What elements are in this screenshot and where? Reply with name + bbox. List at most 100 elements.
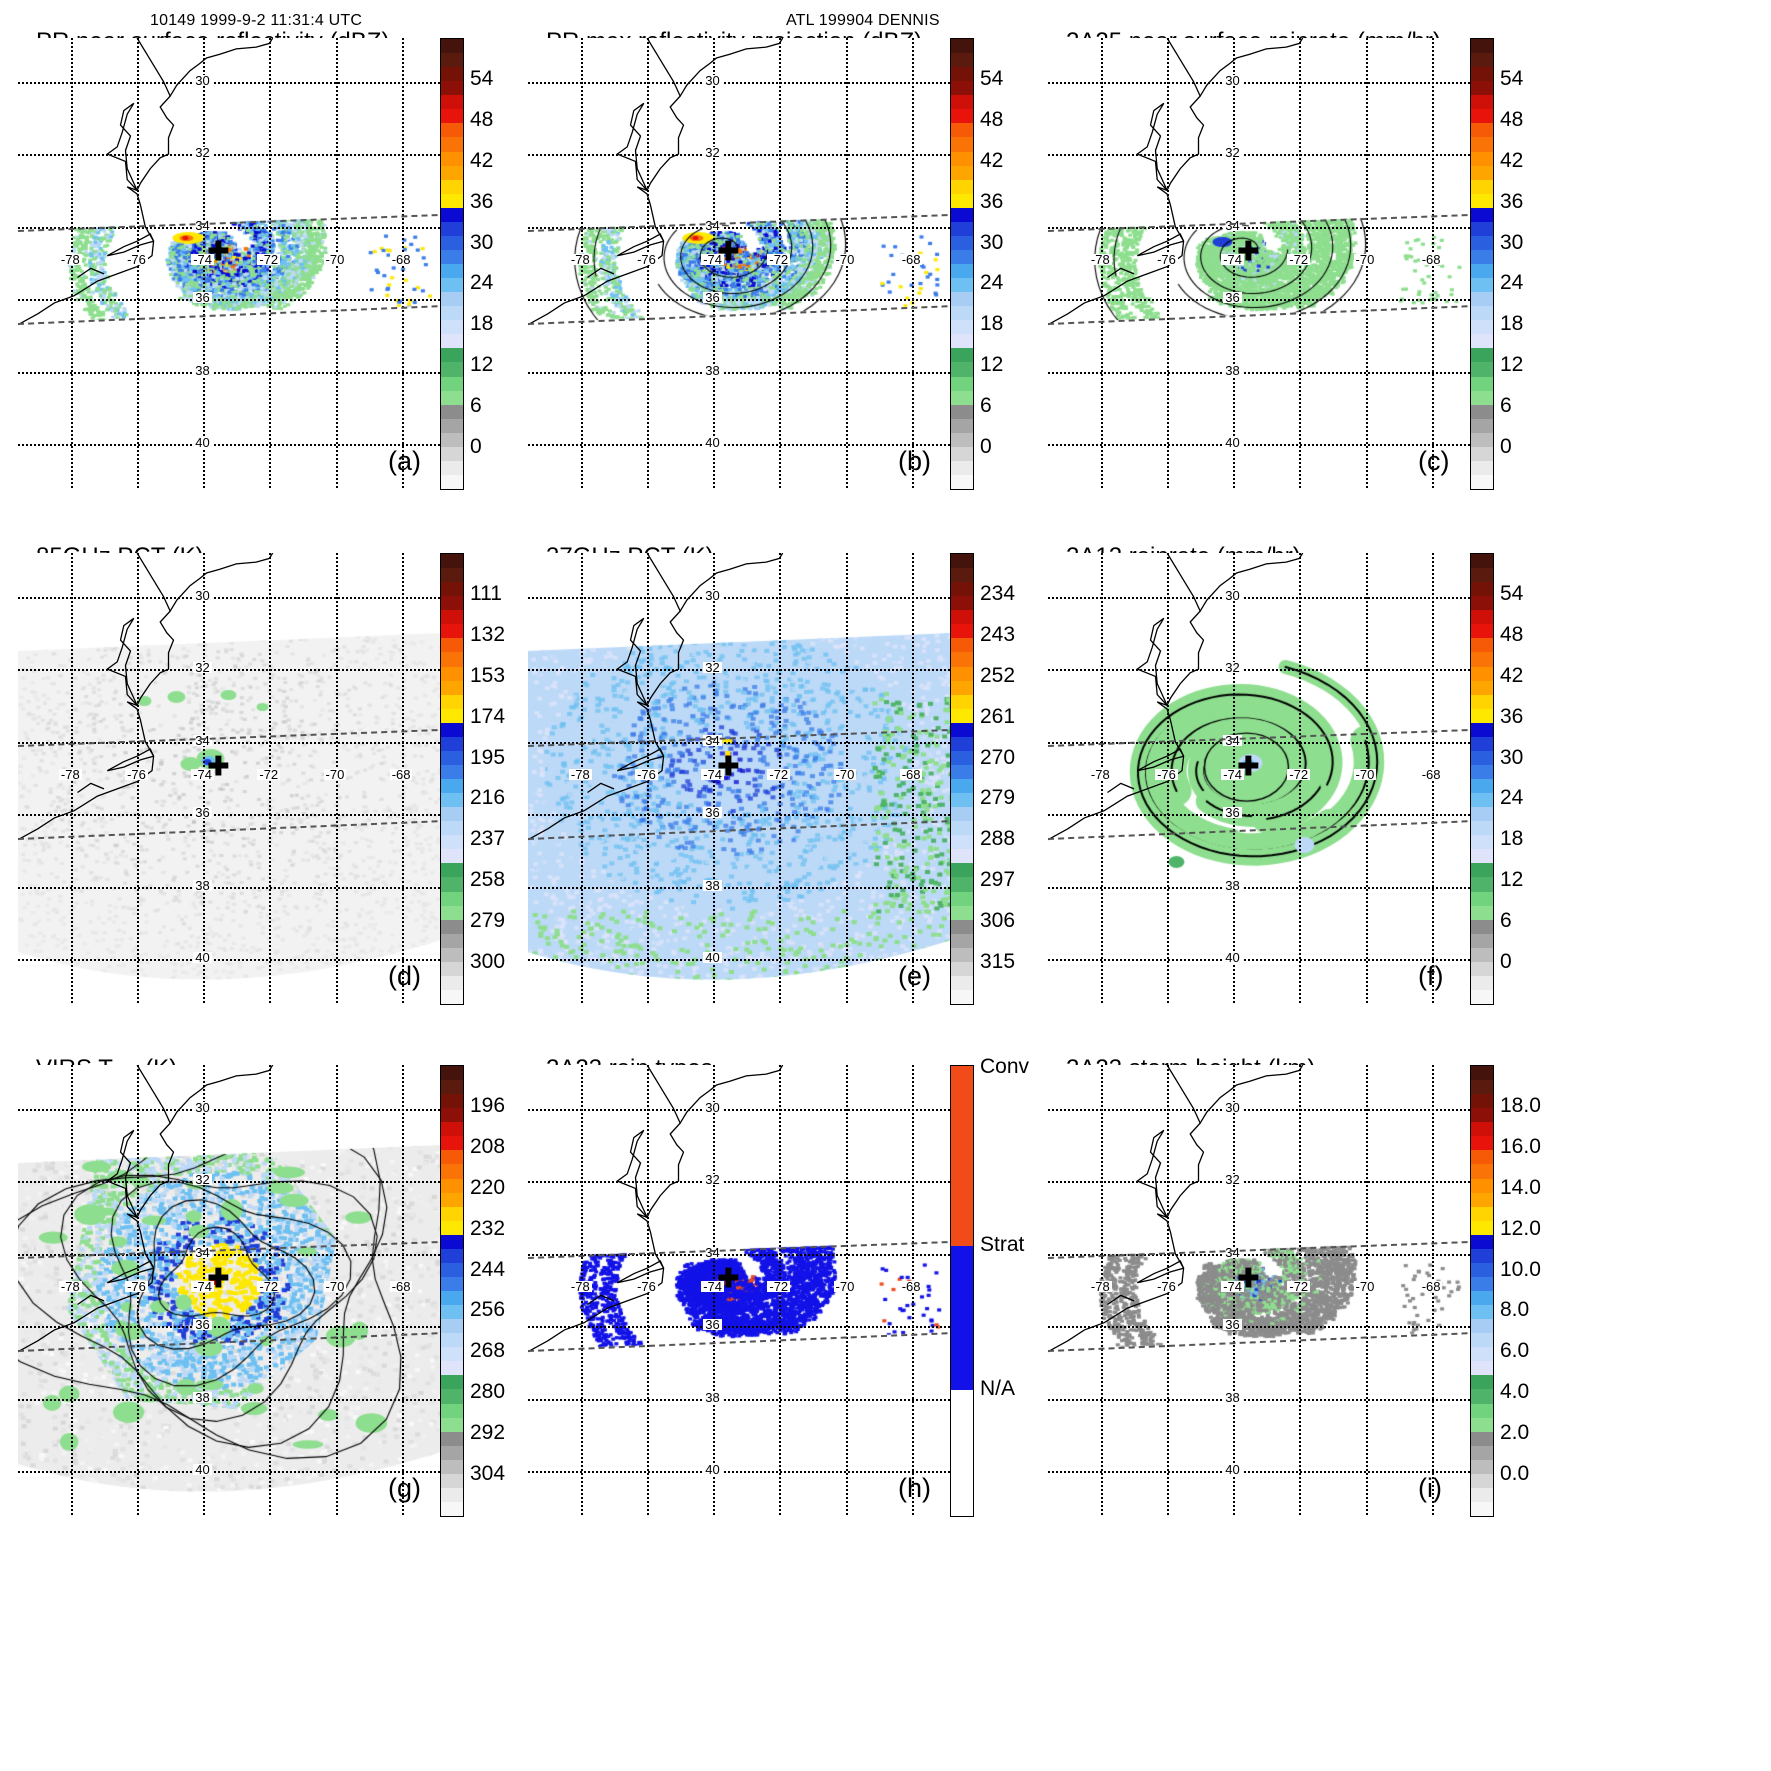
colorbar-segment — [1471, 821, 1493, 836]
colorbar-ticks-f: 54 48 42 36 30 24 18 12 6 0 — [1470, 553, 1523, 1003]
colorbar-segment — [1471, 891, 1493, 906]
map-canvas-c: 40 38 36 34 32 30 -78 -76 -74 -72 -70 -68 ✚ — [1048, 38, 1478, 488]
colorbar-tick-label: 256 — [470, 1298, 506, 1322]
colorbar-segment — [1471, 708, 1493, 723]
colorbar-segment — [1471, 165, 1493, 180]
lat-tick-label-30: 40 — [1223, 435, 1242, 451]
lat-tick-label-38: 32 — [193, 660, 212, 676]
colorbar-segment — [441, 582, 463, 597]
colorbar-segment — [441, 179, 463, 194]
colorbar-tick-label: 54 — [980, 66, 1004, 90]
colorbar-tick-label: 0.0 — [1500, 1462, 1530, 1486]
gridline-lat-38 — [1048, 669, 1478, 672]
colorbar-segment — [1471, 109, 1493, 124]
colorbar-segment — [951, 334, 973, 349]
colorbar-tick-label: Strat — [980, 1233, 1025, 1256]
colorbar-segment — [1471, 750, 1493, 765]
lat-tick-label-32: 38 — [1223, 1389, 1242, 1405]
colorbar-segment — [1471, 1220, 1493, 1235]
data-swath-virs-tb11 — [18, 1065, 448, 1515]
lon-tick-label-74: -74 — [191, 1278, 215, 1294]
gridline-lat-38 — [528, 669, 958, 672]
colorbar-segment — [441, 1192, 463, 1207]
lon-tick-label-70: -70 — [323, 766, 347, 782]
lat-tick-label-32: 38 — [193, 877, 212, 893]
colorbar-segment — [441, 975, 463, 990]
lat-tick-label-40: 30 — [703, 1099, 722, 1115]
lon-tick-label-70: -70 — [1353, 251, 1377, 267]
panel-e: 37GHz PCT (K)403836343230-78-76-74-72-70… — [520, 543, 1040, 1051]
colorbar-segment — [441, 764, 463, 779]
colorbar-segment — [1471, 362, 1493, 377]
colorbar-tick-label: 54 — [1500, 581, 1524, 605]
gridline-lat-36 — [18, 226, 448, 229]
colorbar-segment — [1471, 554, 1493, 569]
gridline-lat-38 — [18, 1181, 448, 1184]
colorbar-tick-label: 0 — [1500, 950, 1512, 974]
lat-tick-label-40: 30 — [1223, 587, 1242, 603]
colorbar-segment — [951, 95, 973, 110]
colorbar-tick-label: 30 — [1500, 745, 1524, 769]
panel-f: 2A12 rainrate (mm/hr)403836343230-78-76-… — [1040, 543, 1560, 1051]
lon-tick-label-68: -68 — [899, 251, 923, 267]
lon-tick-label-78: -78 — [1088, 251, 1112, 267]
colorbar-segment — [1471, 1333, 1493, 1348]
colorbar-segment — [1471, 1473, 1493, 1488]
colorbar-segment — [951, 554, 973, 569]
data-swath-pct85 — [18, 553, 448, 1003]
colorbar-segment — [951, 193, 973, 208]
panel-d: 85GHz PCT (K)403836343230-78-76-74-72-70… — [10, 543, 530, 1051]
colorbar-segment — [951, 666, 973, 681]
lon-tick-label-68: -68 — [899, 1278, 923, 1294]
data-swath-pr-max-reflectivity — [528, 38, 958, 488]
colorbar-segment — [441, 1108, 463, 1123]
map-canvas-f: 40 38 36 34 32 30 -78 -76 -74 -72 -70 -68 ✚ — [1048, 553, 1478, 1003]
map-canvas-d: 40 38 36 34 32 30 -78 -76 -74 -72 -70 -68 ✚ — [18, 553, 448, 1003]
colorbar-ticks-e: 234 243 252 261 270 279 288 297 306 315 — [950, 553, 1015, 1003]
colorbar-ticks-b: 54 48 42 36 30 24 18 12 6 0 — [950, 38, 1003, 488]
lon-tick-label-72: -72 — [1287, 766, 1311, 782]
colorbar-segment — [1471, 81, 1493, 96]
colorbar-tick-label: 261 — [980, 704, 1016, 728]
colorbar-tick-label: 297 — [980, 868, 1016, 892]
lat-tick-label-36: 34 — [193, 1244, 212, 1260]
colorbar-segment — [1471, 1445, 1493, 1460]
colorbar-segment — [1471, 1108, 1493, 1123]
gridline-lat-32 — [528, 886, 958, 889]
colorbar-segment — [441, 1150, 463, 1165]
gridline-lat-30 — [18, 444, 448, 447]
colorbar-segment — [441, 1220, 463, 1235]
storm-center-marker: ✚ — [717, 236, 740, 267]
colorbar-tick-label: 18 — [1500, 827, 1524, 851]
panel-label-h: (h) — [898, 1473, 931, 1503]
lon-tick-label-78: -78 — [568, 1278, 592, 1294]
data-swath-rainrate-2a25 — [1048, 38, 1478, 488]
gridline-lat-30 — [528, 1471, 958, 1474]
colorbar-segment — [441, 1248, 463, 1263]
lat-tick-label-36: 34 — [703, 1244, 722, 1260]
gridline-lat-32 — [1048, 886, 1478, 889]
lon-tick-label-78: -78 — [1088, 766, 1112, 782]
colorbar-segment — [951, 793, 973, 808]
coastline — [18, 1065, 274, 1353]
lon-tick-label-72: -72 — [1287, 251, 1311, 267]
colorbar-segment — [441, 264, 463, 279]
colorbar-segment — [1471, 1276, 1493, 1291]
gridline-lat-34 — [18, 1326, 448, 1329]
colorbar-segment — [441, 109, 463, 124]
gridline-lat-38 — [18, 669, 448, 672]
lon-tick-label-68: -68 — [389, 1278, 413, 1294]
gridline-lat-40 — [528, 596, 958, 599]
colorbar-segment — [951, 432, 973, 447]
colorbar-segment — [1471, 390, 1493, 405]
colorbar-segment — [951, 708, 973, 723]
colorbar-segment — [951, 947, 973, 962]
colorbar-segment — [441, 1403, 463, 1418]
colorbar-segment — [1471, 137, 1493, 152]
colorbar-tick-label: 252 — [980, 663, 1016, 687]
colorbar-segment — [441, 1361, 463, 1376]
lon-tick-label-70: -70 — [323, 1278, 347, 1294]
colorbar-tick-label: 30 — [980, 230, 1004, 254]
colorbar-segment — [441, 460, 463, 475]
